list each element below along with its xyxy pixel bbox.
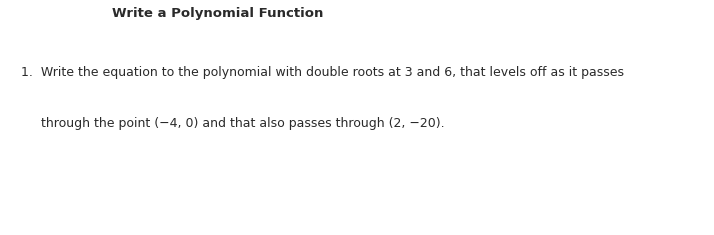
Text: through the point (−4, 0) and that also passes through (2, −20).: through the point (−4, 0) and that also … xyxy=(21,118,445,130)
Text: 1.  Write the equation to the polynomial with double roots at 3 and 6, that leve: 1. Write the equation to the polynomial … xyxy=(21,66,625,79)
Text: Write a Polynomial Function: Write a Polynomial Function xyxy=(112,7,323,20)
